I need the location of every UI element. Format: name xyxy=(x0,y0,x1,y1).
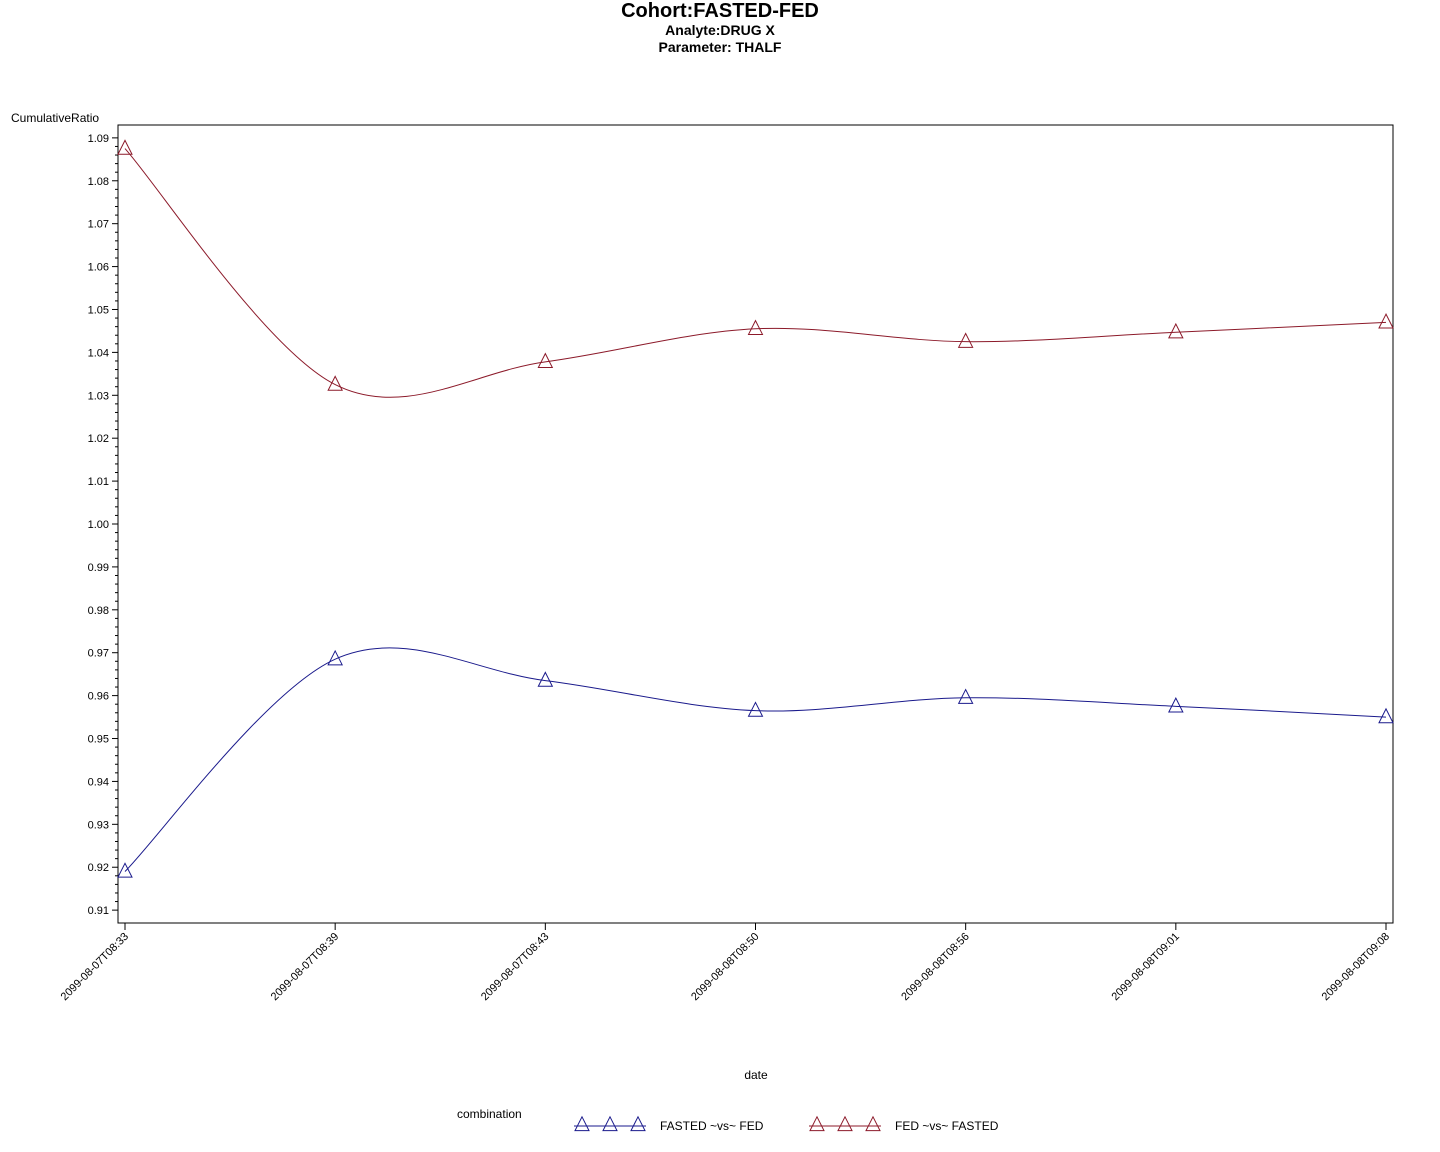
data-point-marker xyxy=(747,701,764,717)
x-tick-label: 2099-08-08T08:56 xyxy=(899,931,971,1003)
y-axis: 0.91 0.92 0.93 0.94 0.95 0.96 0.97 0.98 0.99 1.00… xyxy=(88,133,118,917)
y-tick-label: 1.00 xyxy=(88,519,109,531)
legend-swatch-marker xyxy=(865,1115,881,1132)
chart-subtitle-analyte: Analyte:DRUG X xyxy=(665,22,775,38)
x-axis: 2099-08-07T08:33 2099-08-07T08:39 2099-08-… xyxy=(59,923,1392,1003)
y-tick-label: 0.93 xyxy=(88,819,109,831)
data-point-marker xyxy=(747,319,764,335)
legend-swatch-marker xyxy=(630,1115,646,1132)
data-point-marker xyxy=(327,649,343,666)
y-tick-label: 0.98 xyxy=(88,605,109,617)
legend-item: FED ~vs~ FASTED xyxy=(809,1115,999,1133)
chart-titles: Cohort:FASTED-FED Analyte:DRUG X Paramet… xyxy=(0,0,1440,56)
y-tick-label: 1.07 xyxy=(88,219,109,231)
legend-swatch-marker xyxy=(574,1115,590,1132)
legend-swatch-marker xyxy=(602,1115,618,1132)
y-tick-label: 0.97 xyxy=(88,648,109,660)
data-point-marker xyxy=(117,139,133,155)
series-1 xyxy=(117,647,1394,878)
legend-item: FASTED ~vs~ FED xyxy=(574,1115,764,1133)
legend-title: combination xyxy=(457,1107,522,1121)
y-tick-label: 1.03 xyxy=(88,390,109,402)
x-tick-label: 2099-08-08T09:08 xyxy=(1320,931,1392,1003)
y-tick-label: 1.08 xyxy=(88,176,109,188)
data-point-marker xyxy=(1168,322,1184,339)
y-tick-label: 1.01 xyxy=(88,476,109,488)
data-point-marker xyxy=(957,332,974,348)
x-tick-label: 2099-08-08T08:50 xyxy=(689,931,761,1003)
y-tick-label: 1.02 xyxy=(88,433,109,445)
data-point-marker xyxy=(1168,697,1184,713)
x-tick-label: 2099-08-08T09:01 xyxy=(1109,931,1181,1003)
data-point-marker xyxy=(117,862,133,878)
y-tick-label: 0.95 xyxy=(88,734,109,746)
y-axis-label: CumulativeRatio xyxy=(11,111,99,125)
y-tick-label: 1.04 xyxy=(88,347,109,359)
legend-label: FASTED ~vs~ FED xyxy=(660,1119,764,1133)
x-tick-label: 2099-08-07T08:43 xyxy=(479,931,551,1003)
legend: combination FASTED ~vs~ FED FED ~vs~ FAST… xyxy=(457,1107,999,1133)
y-tick-label: 0.92 xyxy=(88,862,109,874)
data-point-marker xyxy=(1378,707,1394,724)
x-axis-label: date xyxy=(744,1068,768,1082)
plot-frame xyxy=(117,124,1394,924)
data-point-marker xyxy=(537,352,554,368)
y-tick-label: 0.94 xyxy=(88,776,109,788)
y-tick-label: 1.05 xyxy=(88,304,109,316)
x-tick-label: 2099-08-07T08:39 xyxy=(269,931,341,1003)
legend-swatch-marker xyxy=(809,1115,825,1132)
series-line xyxy=(124,148,1387,398)
data-point-marker xyxy=(537,671,554,687)
legend-swatch-marker xyxy=(837,1115,853,1132)
chart-subtitle-parameter: Parameter: THALF xyxy=(658,39,782,55)
y-tick-label: 0.99 xyxy=(88,562,109,574)
y-tick-label: 1.09 xyxy=(88,133,109,145)
series-2 xyxy=(117,139,1394,398)
x-tick-label: 2099-08-07T08:33 xyxy=(59,931,131,1003)
chart-title: Cohort:FASTED-FED xyxy=(621,0,819,22)
data-point-marker xyxy=(957,688,974,704)
y-tick-label: 0.91 xyxy=(88,905,109,917)
legend-label: FED ~vs~ FASTED xyxy=(895,1119,999,1133)
series-group xyxy=(117,139,1394,878)
data-point-marker xyxy=(327,375,343,391)
y-tick-label: 1.06 xyxy=(88,262,109,274)
data-point-marker xyxy=(1378,313,1394,329)
series-line xyxy=(124,647,1387,872)
y-tick-label: 0.96 xyxy=(88,691,109,703)
